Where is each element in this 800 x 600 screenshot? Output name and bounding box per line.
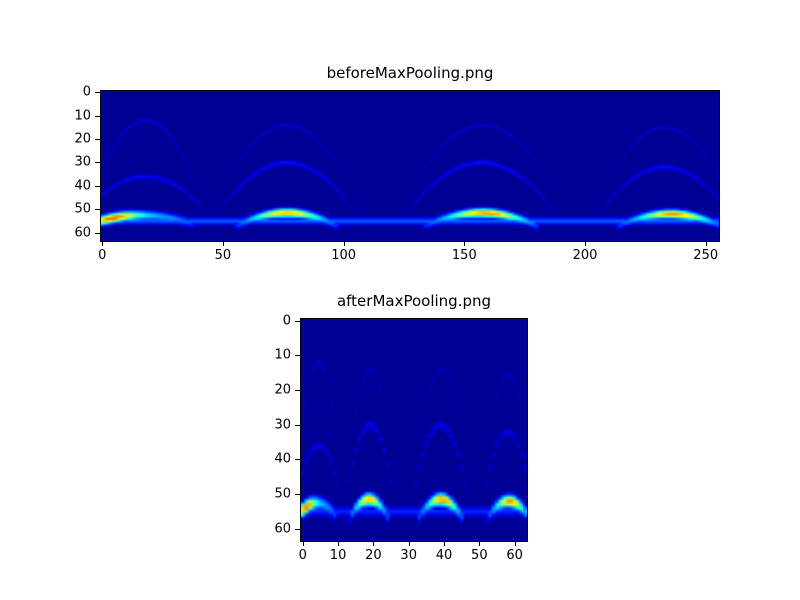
y-tick-mark: [95, 185, 100, 187]
x-tick-mark: [444, 541, 446, 546]
y-tick-mark: [295, 494, 300, 496]
x-tick-mark: [705, 241, 707, 246]
x-tick-label: 100: [331, 248, 357, 263]
y-tick-label: 50: [74, 201, 91, 217]
x-tick-mark: [102, 241, 104, 246]
x-tick-mark: [222, 241, 224, 246]
plot-title-after: afterMaxPooling.png: [336, 292, 492, 310]
y-tick-mark: [95, 162, 100, 164]
x-tick-label: 50: [471, 548, 488, 563]
y-tick-label: 60: [74, 225, 91, 241]
y-tick-label: 10: [74, 108, 91, 124]
x-tick-mark: [585, 241, 587, 246]
y-tick-label: 20: [274, 382, 291, 398]
y-tick-label: 50: [274, 486, 291, 502]
y-tick-mark: [295, 320, 300, 322]
y-tick-mark: [95, 115, 100, 117]
x-tick-label: 10: [329, 548, 347, 563]
x-tick-mark: [514, 541, 516, 546]
y-tick-label: 30: [74, 154, 91, 170]
y-tick-mark: [95, 92, 100, 94]
y-tick-label: 0: [282, 313, 291, 329]
x-tick-label: 150: [451, 248, 477, 263]
y-tick-mark: [295, 355, 300, 357]
x-tick-label: 50: [214, 248, 232, 263]
y-tick-label: 60: [274, 521, 291, 537]
x-tick-mark: [338, 541, 340, 546]
x-tick-label: 0: [298, 548, 307, 563]
y-tick-mark: [95, 139, 100, 141]
after-maxpooling-heatmap: [301, 319, 527, 541]
y-tick-label: 10: [274, 347, 291, 363]
x-tick-mark: [302, 541, 304, 546]
x-tick-label: 40: [435, 548, 453, 563]
y-tick-mark: [295, 390, 300, 392]
y-tick-mark: [295, 459, 300, 461]
y-tick-mark: [295, 528, 300, 530]
y-tick-label: 0: [82, 84, 91, 100]
x-tick-mark: [373, 541, 375, 546]
before-maxpooling-heatmap: [101, 91, 719, 241]
x-tick-mark: [464, 241, 466, 246]
plot-title-before: beforeMaxPooling.png: [326, 64, 494, 82]
y-tick-mark: [95, 232, 100, 234]
x-tick-label: 250: [693, 248, 719, 263]
y-tick-mark: [95, 209, 100, 211]
y-tick-label: 30: [274, 417, 291, 433]
y-tick-mark: [295, 424, 300, 426]
x-tick-label: 60: [506, 548, 523, 563]
y-tick-label: 40: [74, 178, 91, 194]
x-tick-mark: [408, 541, 410, 546]
x-tick-mark: [479, 541, 481, 546]
x-tick-label: 0: [98, 248, 107, 263]
x-tick-label: 30: [400, 548, 417, 563]
after-maxpooling-plot: afterMaxPooling.png 0 10 20 30 40 50 60 0 10 20 30…: [274, 292, 528, 562]
y-tick-label: 20: [74, 131, 91, 147]
x-tick-label: 200: [572, 248, 598, 263]
before-maxpooling-plot: beforeMaxPooling.png 0 50 100 150 200 250 0 10 2…: [74, 64, 720, 262]
y-tick-label: 40: [274, 451, 291, 467]
x-tick-label: 20: [365, 548, 382, 563]
x-tick-mark: [343, 241, 345, 246]
